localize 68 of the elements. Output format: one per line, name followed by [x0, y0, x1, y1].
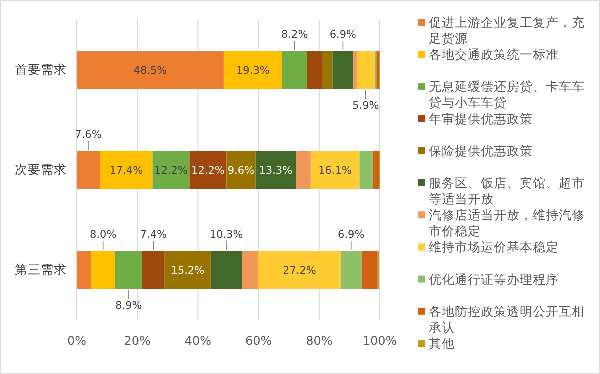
x-tick-label: 60%: [245, 334, 272, 348]
bar: [152, 151, 190, 189]
data-label: 27.2%: [283, 265, 316, 277]
bar: [77, 151, 100, 189]
x-tick-label: 0%: [67, 334, 87, 348]
legend-label: 优化通行证等办理程序: [429, 272, 559, 287]
legend-label: 维持市场运价基本稳定: [429, 240, 559, 255]
bar: [91, 251, 116, 289]
bar: [77, 51, 224, 89]
bar: [77, 251, 92, 289]
data-label: 8.9%: [116, 300, 142, 312]
legend-label: 汽修店适当开放，维持汽修市价稳定: [429, 208, 585, 239]
data-label: 7.4%: [140, 229, 168, 241]
bar: [376, 51, 380, 89]
bar: [354, 51, 357, 89]
legend-label: 保险提供优惠政策: [429, 143, 533, 158]
y-tick-label: 次要需求: [15, 162, 67, 177]
data-label: 48.5%: [134, 65, 168, 77]
legend-label: 各地交通政策统一标准: [429, 47, 559, 62]
x-tick-label: 80%: [306, 334, 333, 348]
bar: [242, 251, 258, 289]
data-label: 12.2%: [192, 165, 225, 177]
data-label: 19.3%: [236, 65, 270, 77]
legend-label: 无息延缓偿还房贷、卡车车贷与小车车贷: [429, 79, 585, 110]
bar: [164, 251, 211, 289]
legend-label: 各地防控政策透明公开互相承认: [429, 304, 585, 335]
data-label: 17.4%: [110, 165, 144, 177]
y-tick-label: 第三需求: [15, 262, 67, 277]
x-tick-label: 20%: [124, 334, 151, 348]
y-tick-label: 首要需求: [15, 62, 67, 77]
bar: [296, 151, 311, 189]
bar: [100, 151, 153, 189]
data-label: 6.9%: [338, 229, 365, 241]
bar: [360, 151, 374, 189]
bar: [340, 251, 362, 289]
data-label: 10.3%: [210, 229, 244, 241]
data-label: 12.2%: [154, 165, 188, 177]
bar: [307, 51, 322, 89]
x-tick-label: 100%: [362, 334, 398, 348]
bar: [142, 251, 165, 289]
bar: [210, 251, 242, 289]
bar: [190, 151, 227, 189]
data-label: 6.9%: [330, 29, 357, 41]
data-label: 13.3%: [259, 165, 293, 177]
bar: [362, 251, 378, 289]
legend-label: 促进上游企业复工复产，充足货源: [429, 15, 585, 46]
data-label: 5.9%: [352, 100, 380, 112]
data-label: 7.6%: [75, 129, 102, 141]
bar: [226, 151, 256, 189]
bar: [332, 51, 354, 89]
bar: [373, 151, 380, 189]
data-label: 8.2%: [282, 29, 308, 41]
bar: [115, 251, 142, 289]
data-label: 16.1%: [318, 165, 352, 177]
bar: [256, 151, 296, 189]
data-label: 9.6%: [228, 165, 255, 177]
legend-label: 年审提供优惠政策: [429, 111, 533, 126]
bar: [282, 51, 308, 89]
bar: [322, 51, 333, 89]
legend-label: 其他: [429, 336, 455, 351]
bar: [258, 251, 341, 289]
bar: [310, 151, 360, 189]
x-tick-label: 40%: [184, 334, 212, 348]
legend-label: 服务区、饭店、宾馆、超市等适当开放: [429, 176, 585, 206]
data-label: 15.2%: [171, 265, 205, 277]
bar: [356, 51, 375, 89]
bar: [224, 51, 282, 89]
data-label: 8.0%: [90, 229, 117, 241]
